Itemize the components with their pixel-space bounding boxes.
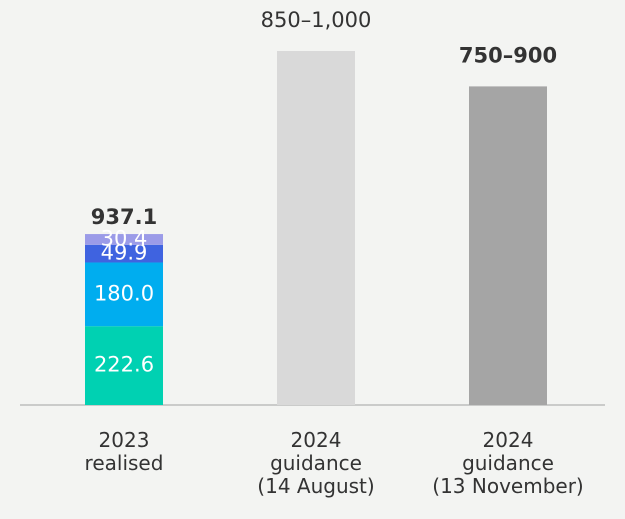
range-bar — [469, 86, 547, 406]
bar-segment — [85, 326, 163, 405]
bar-segment — [85, 244, 163, 263]
segment-label: 222.6 — [94, 353, 154, 377]
x-tick-label: 2024 guidance (14 August) — [257, 428, 374, 498]
segment-label: 30.4 — [101, 226, 148, 250]
range-label: 850–1,000 — [261, 8, 372, 32]
segment-label: 180.0 — [94, 281, 154, 305]
x-tick-label: 2023 realised — [85, 428, 164, 475]
range-label: 750–900 — [459, 43, 557, 67]
range-bar — [277, 51, 355, 405]
bar-segment — [85, 234, 163, 245]
bar-segment — [85, 262, 163, 327]
segment-label: 49.9 — [101, 241, 148, 265]
total-label: 937.1 — [91, 205, 157, 229]
x-tick-label: 2024 guidance (13 November) — [432, 428, 583, 498]
